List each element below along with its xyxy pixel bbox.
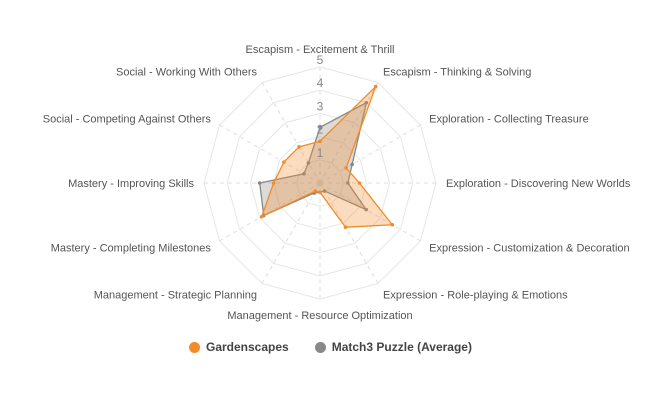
legend-label-match3-average: Match3 Puzzle (Average) xyxy=(331,340,472,354)
point-gardenscapes-7[interactable] xyxy=(313,189,318,193)
axis-label-4: Expression - Customization & Decoration xyxy=(429,243,630,255)
point-gardenscapes-8[interactable] xyxy=(259,214,264,219)
legend: Gardenscapes Match3 Puzzle (Average) xyxy=(0,340,661,354)
point-match3-average-1[interactable] xyxy=(364,100,369,105)
radial-ticks: 1 2 3 4 5 xyxy=(317,53,324,160)
point-match3-average-0[interactable] xyxy=(318,125,322,130)
axis-labels: Escapism - Excitement & Thrill Escapism -… xyxy=(43,44,631,322)
point-gardenscapes-11[interactable] xyxy=(297,145,301,149)
axis-label-10: Social - Competing Against Others xyxy=(43,114,212,126)
axis-label-5: Expression - Role-playing & Emotions xyxy=(383,290,568,302)
spoke-2 xyxy=(319,124,421,184)
tick-label-1: 1 xyxy=(317,146,324,160)
axis-label-11: Social - Working With Others xyxy=(116,66,258,78)
point-gardenscapes-5[interactable] xyxy=(343,225,348,230)
point-gardenscapes-6[interactable] xyxy=(318,190,322,195)
spoke-11 xyxy=(261,82,321,184)
axis-label-1: Escapism - Thinking & Solving xyxy=(383,66,531,78)
tick-label-3: 3 xyxy=(317,99,324,113)
point-match3-average-3[interactable] xyxy=(346,181,350,185)
point-gardenscapes-3[interactable] xyxy=(357,181,362,185)
tick-label-5: 5 xyxy=(317,53,324,67)
point-gardenscapes-0[interactable] xyxy=(318,139,322,144)
axis-label-0: Escapism - Excitement & Thrill xyxy=(246,44,395,56)
spoke-8 xyxy=(219,182,321,242)
axis-label-9: Mastery - Improving Skills xyxy=(68,178,194,190)
point-gardenscapes-2[interactable] xyxy=(344,166,348,170)
legend-label-gardenscapes: Gardenscapes xyxy=(206,340,289,354)
legend-marker-gardenscapes xyxy=(189,341,200,353)
point-match3-average-10[interactable] xyxy=(302,171,306,176)
legend-marker-match3-average xyxy=(314,341,326,353)
axis-label-7: Management - Strategic Planning xyxy=(94,290,257,302)
legend-item-match3-average[interactable]: Match3 Puzzle (Average) xyxy=(314,340,472,354)
spoke-7 xyxy=(261,182,321,284)
grid-ring-3 xyxy=(249,112,391,254)
grid-ring-1 xyxy=(296,159,344,207)
spoke-4 xyxy=(319,182,421,242)
point-gardenscapes-9[interactable] xyxy=(271,181,276,185)
axis-label-8: Mastery - Completing Milestones xyxy=(51,243,212,255)
series-area-gardenscapes xyxy=(261,85,393,228)
series-gardenscapes xyxy=(259,84,395,230)
grid-ring-2 xyxy=(273,136,367,230)
axis-label-3: Exploration - Discovering New Worlds xyxy=(446,178,631,190)
point-match3-average-9[interactable] xyxy=(257,181,262,185)
radar-spokes xyxy=(204,67,436,299)
spoke-5 xyxy=(319,182,379,284)
point-gardenscapes-10[interactable] xyxy=(282,160,286,164)
point-gardenscapes-4[interactable] xyxy=(390,222,395,227)
point-match3-average-4[interactable] xyxy=(364,207,369,212)
grid-ring-4 xyxy=(226,89,414,277)
tick-label-2: 2 xyxy=(317,123,324,137)
point-match3-average-5[interactable] xyxy=(322,189,327,193)
axis-label-6: Management - Resource Optimization xyxy=(227,310,412,322)
point-match3-average-2[interactable] xyxy=(350,162,354,167)
point-match3-average-11[interactable] xyxy=(306,161,311,165)
spoke-1 xyxy=(319,82,379,184)
point-gardenscapes-1[interactable] xyxy=(373,84,378,89)
legend-item-gardenscapes[interactable]: Gardenscapes xyxy=(189,340,289,354)
series-layer xyxy=(257,84,395,230)
tick-label-4: 4 xyxy=(317,76,324,90)
axis-label-2: Exploration - Collecting Treasure xyxy=(429,114,589,126)
